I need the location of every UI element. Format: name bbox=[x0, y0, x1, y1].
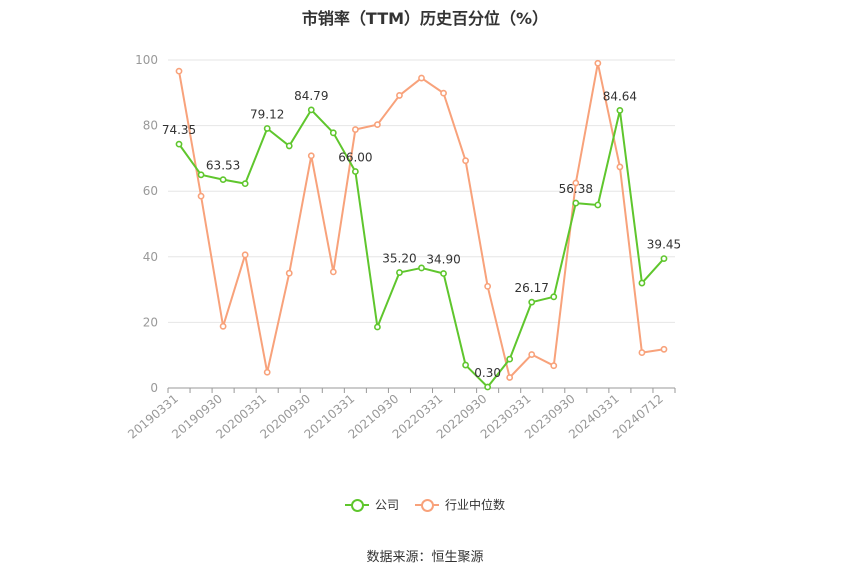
legend-item-industry[interactable]: 行业中位数 bbox=[415, 496, 505, 513]
y-tick-label: 40 bbox=[143, 250, 158, 264]
chart-title: 市销率（TTM）历史百分位（%） bbox=[301, 9, 549, 28]
data-point-industry[interactable] bbox=[616, 163, 624, 171]
data-point-company[interactable] bbox=[241, 180, 249, 188]
legend-item-company[interactable]: 公司 bbox=[344, 496, 399, 513]
data-point-company[interactable] bbox=[440, 270, 447, 277]
data-label-company: 79.12 bbox=[250, 107, 284, 121]
data-point-company[interactable] bbox=[616, 106, 624, 114]
y-tick-label: 100 bbox=[135, 53, 158, 67]
source-note: 数据来源：恒生聚源 bbox=[366, 550, 484, 565]
data-label-company: 39.45 bbox=[647, 238, 681, 252]
data-point-company[interactable] bbox=[528, 298, 536, 306]
data-point-industry[interactable] bbox=[550, 362, 558, 370]
axes: 0204060801002019033120190930202003312020… bbox=[125, 53, 676, 442]
data-label-company: 63.53 bbox=[206, 159, 240, 173]
data-point-industry[interactable] bbox=[506, 374, 514, 381]
legend-label-industry: 行业中位数 bbox=[445, 498, 506, 512]
data-point-company[interactable] bbox=[175, 140, 183, 148]
legend-label-company: 公司 bbox=[374, 498, 399, 512]
data-point-industry[interactable] bbox=[462, 157, 469, 165]
data-point-industry[interactable] bbox=[440, 89, 447, 97]
data-point-company[interactable] bbox=[351, 168, 359, 175]
data-point-industry[interactable] bbox=[484, 282, 492, 290]
data-point-industry[interactable] bbox=[594, 59, 602, 67]
data-label-company: 0.30 bbox=[474, 366, 501, 380]
data-point-industry[interactable] bbox=[374, 121, 381, 129]
data-label-company: 26.17 bbox=[515, 281, 549, 295]
data-point-company[interactable] bbox=[484, 383, 492, 391]
data-point-company[interactable] bbox=[594, 201, 602, 209]
data-point-company[interactable] bbox=[219, 176, 227, 184]
data-point-company[interactable] bbox=[660, 255, 668, 263]
data-point-company[interactable] bbox=[396, 269, 403, 276]
data-label-company: 66.00 bbox=[338, 151, 372, 165]
data-point-industry[interactable] bbox=[351, 126, 359, 133]
data-point-company[interactable] bbox=[418, 264, 425, 272]
data-point-industry[interactable] bbox=[285, 269, 293, 277]
data-point-company[interactable] bbox=[550, 293, 558, 301]
y-tick-label: 20 bbox=[143, 315, 158, 329]
data-point-company[interactable] bbox=[307, 106, 315, 114]
data-point-company[interactable] bbox=[329, 129, 337, 137]
data-point-company[interactable] bbox=[638, 279, 646, 287]
data-point-industry[interactable] bbox=[638, 349, 646, 356]
data-point-industry[interactable] bbox=[418, 74, 425, 82]
data-point-industry[interactable] bbox=[175, 67, 183, 75]
data-label-company: 84.64 bbox=[603, 89, 637, 103]
data-point-industry[interactable] bbox=[241, 251, 249, 259]
data-labels: 74.35 63.53 79.12 84.79 66.00 35.20 34.90 0.30 2… bbox=[162, 89, 681, 380]
data-label-company: 34.90 bbox=[426, 253, 460, 267]
data-point-industry[interactable] bbox=[660, 345, 668, 353]
data-point-industry[interactable] bbox=[263, 368, 271, 376]
data-label-company: 84.79 bbox=[294, 89, 328, 103]
y-tick-label: 0 bbox=[150, 381, 158, 395]
y-tick-label: 60 bbox=[143, 184, 158, 198]
data-point-industry[interactable] bbox=[219, 322, 227, 330]
data-point-industry[interactable] bbox=[572, 179, 580, 187]
data-point-industry[interactable] bbox=[329, 268, 337, 276]
legend-marker-company bbox=[344, 498, 369, 512]
legend-marker-industry bbox=[415, 498, 439, 512]
data-point-company[interactable] bbox=[263, 125, 271, 132]
data-point-company[interactable] bbox=[285, 142, 293, 150]
data-point-company[interactable] bbox=[374, 323, 381, 331]
data-point-company[interactable] bbox=[197, 171, 205, 179]
data-point-company[interactable] bbox=[572, 199, 580, 207]
data-point-company[interactable] bbox=[462, 361, 469, 369]
data-label-company: 35.20 bbox=[382, 252, 416, 266]
data-point-industry[interactable] bbox=[307, 152, 315, 160]
data-point-company[interactable] bbox=[506, 355, 514, 363]
y-tick-label: 80 bbox=[143, 119, 158, 133]
data-point-industry[interactable] bbox=[528, 351, 536, 358]
data-point-industry[interactable] bbox=[396, 92, 403, 99]
legend: 公司 行业中位数 bbox=[0, 496, 850, 513]
series-line-company bbox=[178, 108, 665, 389]
data-label-company: 74.35 bbox=[162, 123, 196, 137]
data-label-company: 56.38 bbox=[559, 182, 593, 196]
data-point-industry[interactable] bbox=[197, 192, 205, 200]
series-lines bbox=[175, 59, 668, 391]
grid-lines bbox=[168, 59, 675, 323]
